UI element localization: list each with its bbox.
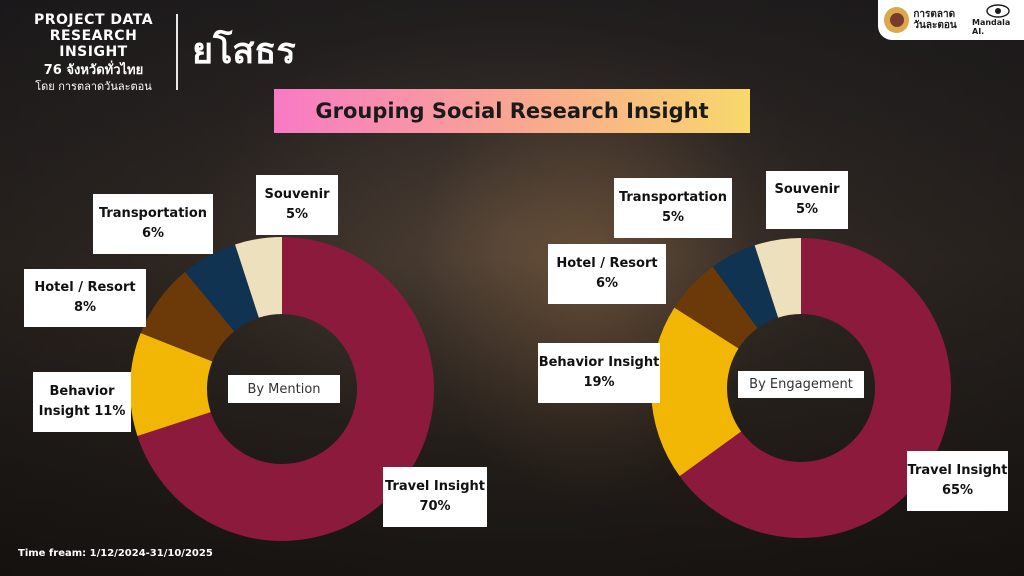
mention-slice-transportation (185, 244, 259, 332)
mention-label-souvenir-line-1: Souvenir (264, 187, 330, 202)
mention-slice-souvenir (235, 237, 282, 318)
mention-slice-hotel-resort (140, 271, 235, 362)
mention-slice-travel-insight (137, 237, 435, 541)
mention-slice-behavior-insight (130, 333, 213, 436)
mention-label-hotel-resort: Hotel / Resort 8% (24, 269, 146, 327)
engagement-label-hotel-resort-line-2: 6% (595, 276, 619, 291)
header-divider (176, 14, 178, 90)
mention-label-travel-insight: Travel Insight 70% (383, 467, 487, 527)
mention-center-label: By Mention (228, 375, 340, 403)
mention-label-hotel-resort-line-2: 8% (73, 300, 97, 315)
chart-title-banner: Grouping Social Research Insight (274, 89, 750, 133)
mandala-logo-text: Mandala AI. (972, 18, 1011, 36)
logo-bar: การตลาด วันละตอน Mandala AI. (878, 0, 1024, 40)
marketing-logo-text: การตลาด วันละตอน (913, 9, 970, 31)
engagement-label-transportation: Transportation 5% (614, 178, 732, 238)
mention-label-transportation: Transportation 6% (93, 194, 213, 254)
engagement-label-souvenir-line-2: 5% (795, 202, 819, 217)
engagement-label-souvenir: Souvenir 5% (766, 171, 848, 229)
engagement-slice-souvenir (754, 238, 801, 318)
engagement-slice-hotel-resort (674, 266, 758, 349)
engagement-label-hotel-resort: Hotel / Resort 6% (548, 244, 666, 304)
brand-line-1: PROJECT DATA (33, 12, 154, 28)
engagement-label-transportation-line-2: 5% (661, 210, 685, 225)
engagement-label-behavior-insight: Behavior Insight 19% (538, 343, 660, 403)
engagement-slice-travel-insight (679, 238, 951, 538)
mention-label-transportation-line-1: Transportation (98, 206, 208, 221)
brand-line-3: 76 จังหวัดทั่วไทย (43, 63, 144, 78)
marketing-logo-icon (884, 7, 910, 33)
mention-label-travel-insight-line-2: 70% (419, 499, 451, 514)
engagement-label-transportation-line-1: Transportation (618, 190, 728, 205)
mandala-logo: Mandala AI. (970, 4, 1024, 36)
mention-label-behavior-insight-line-1: Behavior (49, 384, 115, 399)
mention-label-behavior-insight-line-2: Insight 11% (38, 404, 126, 419)
engagement-label-travel-insight-line-2: 65% (941, 483, 974, 498)
mention-label-souvenir-line-2: 5% (285, 207, 309, 222)
province-title: ยโสธร (192, 31, 296, 72)
engagement-center-label: By Engagement (738, 371, 864, 398)
mention-label-souvenir: Souvenir 5% (256, 175, 338, 235)
engagement-label-hotel-resort-line-1: Hotel / Resort (556, 256, 658, 271)
engagement-slice-behavior-insight (651, 307, 742, 477)
mention-label-transportation-line-2: 6% (141, 226, 165, 241)
mandala-eye-icon (986, 4, 1010, 18)
brand-line-2: RESEARCH INSIGHT (49, 28, 138, 60)
engagement-slice-transportation (712, 245, 779, 329)
engagement-label-travel-insight: Travel Insight 65% (907, 451, 1008, 511)
brand-line-4: โดย การตลาดวันละตอน (35, 80, 152, 93)
engagement-label-behavior-insight-line-1: Behavior Insight (538, 355, 660, 370)
engagement-label-behavior-insight-line-2: 19% (583, 375, 615, 390)
mention-label-behavior-insight: Behavior Insight 11% (33, 372, 131, 432)
timeframe-text: Time fream: 1/12/2024-31/10/2025 (18, 548, 213, 559)
marketing-logo-line-1: การตลาด (913, 9, 956, 20)
project-brand: PROJECT DATA RESEARCH INSIGHT 76 จังหวัด… (16, 12, 171, 94)
marketing-logo-line-2: วันละตอน (913, 20, 957, 31)
engagement-label-travel-insight-line-1: Travel Insight (907, 463, 1008, 478)
mention-label-hotel-resort-line-1: Hotel / Resort (34, 280, 136, 295)
engagement-label-souvenir-line-1: Souvenir (774, 182, 840, 197)
mention-label-travel-insight-line-1: Travel Insight (385, 479, 485, 494)
